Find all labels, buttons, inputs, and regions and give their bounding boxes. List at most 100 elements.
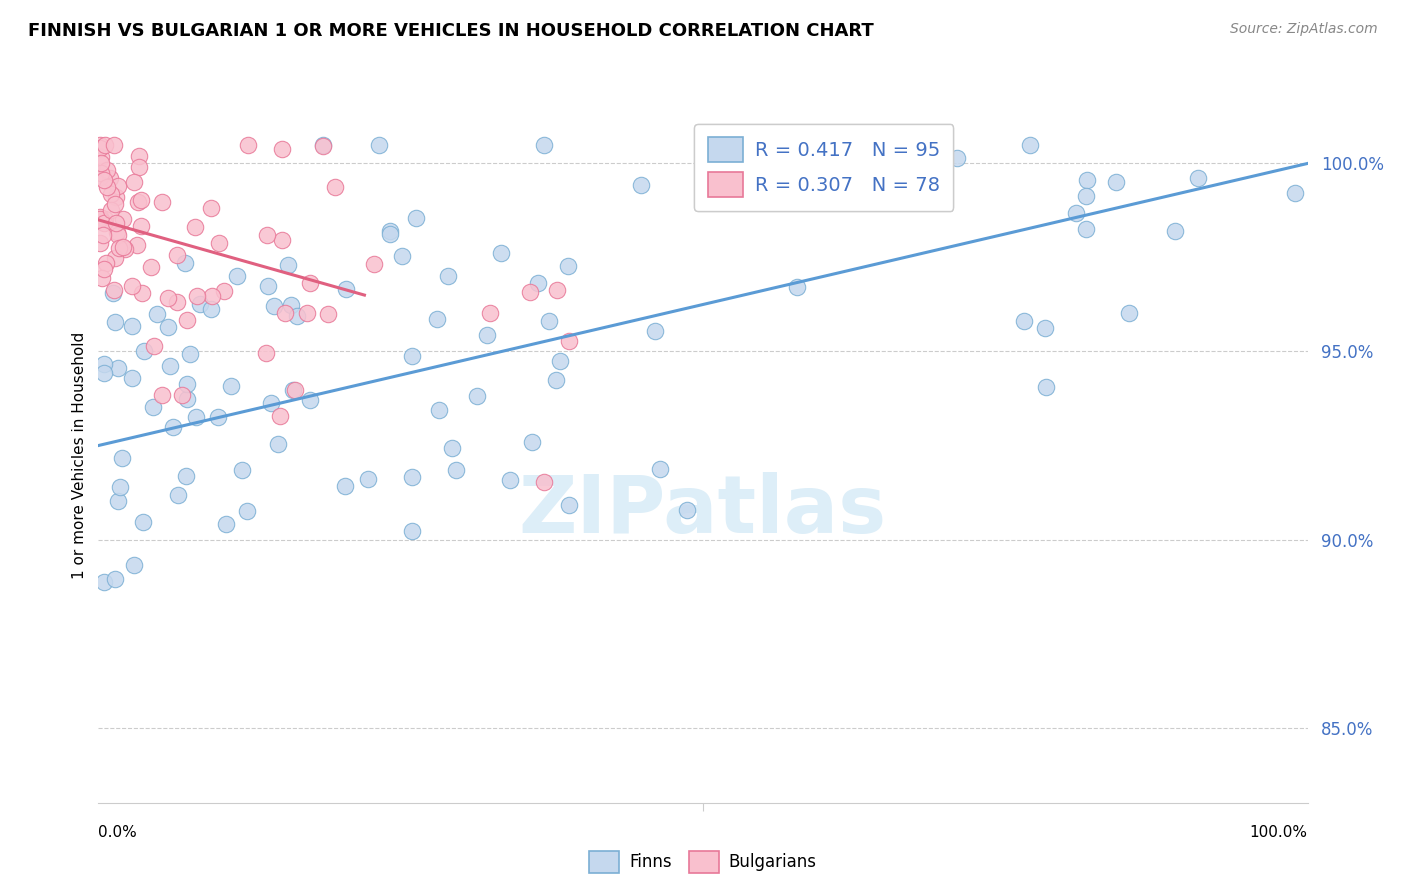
- Y-axis label: 1 or more Vehicles in Household: 1 or more Vehicles in Household: [72, 331, 87, 579]
- Point: [312, 139, 335, 153]
- Point: [176, 313, 198, 327]
- Point: [129, 219, 152, 233]
- Point: [226, 268, 249, 283]
- Point: [853, 137, 876, 152]
- Point: [105, 189, 128, 203]
- Point: [104, 572, 127, 586]
- Point: [260, 395, 283, 409]
- Point: [298, 276, 321, 290]
- Point: [104, 315, 127, 329]
- Point: [146, 307, 169, 321]
- Point: [100, 186, 122, 201]
- Point: [650, 462, 672, 476]
- Point: [188, 297, 211, 311]
- Point: [215, 517, 238, 532]
- Point: [108, 480, 131, 494]
- Point: [546, 283, 568, 297]
- Point: [267, 437, 290, 451]
- Point: [426, 311, 449, 326]
- Point: [281, 383, 304, 397]
- Point: [335, 282, 357, 296]
- Point: [186, 409, 208, 424]
- Point: [1187, 171, 1209, 186]
- Text: 0.0%: 0.0%: [98, 825, 138, 840]
- Point: [872, 194, 894, 209]
- Point: [1035, 380, 1057, 394]
- Point: [285, 310, 308, 324]
- Point: [131, 516, 153, 530]
- Point: [537, 314, 560, 328]
- Point: [186, 288, 208, 302]
- Point: [236, 137, 259, 152]
- Point: [325, 180, 347, 194]
- Point: [105, 225, 128, 239]
- Point: [522, 435, 544, 450]
- Point: [162, 420, 184, 434]
- Point: [90, 150, 112, 164]
- Point: [89, 137, 111, 152]
- Point: [391, 249, 413, 263]
- Text: 100.0%: 100.0%: [1250, 825, 1308, 840]
- Point: [1012, 314, 1035, 328]
- Point: [128, 160, 150, 174]
- Point: [93, 262, 115, 277]
- Point: [110, 451, 132, 466]
- Point: [200, 201, 222, 215]
- Point: [257, 278, 280, 293]
- Point: [298, 393, 321, 408]
- Point: [200, 302, 222, 317]
- Point: [176, 392, 198, 406]
- Point: [1074, 222, 1097, 236]
- Point: [127, 195, 149, 210]
- Point: [946, 152, 969, 166]
- Point: [101, 285, 124, 300]
- Point: [558, 334, 581, 349]
- Point: [93, 173, 115, 187]
- Point: [478, 306, 501, 320]
- Point: [176, 377, 198, 392]
- Point: [104, 251, 127, 265]
- Point: [107, 360, 129, 375]
- Point: [1164, 224, 1187, 238]
- Point: [932, 137, 955, 152]
- Point: [558, 498, 581, 512]
- Point: [363, 257, 385, 271]
- Text: Source: ZipAtlas.com: Source: ZipAtlas.com: [1230, 22, 1378, 37]
- Point: [312, 137, 335, 152]
- Point: [1076, 173, 1098, 187]
- Point: [142, 401, 165, 415]
- Point: [112, 240, 135, 254]
- Point: [526, 276, 548, 290]
- Point: [201, 289, 224, 303]
- Point: [129, 193, 152, 207]
- Point: [103, 283, 125, 297]
- Point: [1105, 175, 1128, 189]
- Point: [519, 285, 541, 299]
- Point: [156, 292, 179, 306]
- Point: [280, 298, 302, 312]
- Point: [150, 387, 173, 401]
- Point: [1118, 306, 1140, 320]
- Point: [174, 256, 197, 270]
- Point: [475, 328, 498, 343]
- Point: [89, 170, 111, 185]
- Point: [1019, 137, 1042, 152]
- Point: [107, 227, 129, 242]
- Point: [96, 180, 118, 194]
- Point: [1284, 186, 1306, 201]
- Point: [441, 441, 464, 455]
- Point: [89, 141, 111, 155]
- Point: [159, 359, 181, 373]
- Point: [98, 171, 121, 186]
- Text: ZIPatlas: ZIPatlas: [519, 472, 887, 549]
- Point: [127, 238, 149, 252]
- Point: [1064, 205, 1087, 219]
- Point: [107, 178, 129, 193]
- Point: [93, 366, 115, 380]
- Point: [122, 175, 145, 189]
- Point: [89, 211, 111, 225]
- Point: [533, 475, 555, 490]
- Point: [550, 354, 572, 368]
- Point: [427, 402, 450, 417]
- Point: [89, 235, 111, 250]
